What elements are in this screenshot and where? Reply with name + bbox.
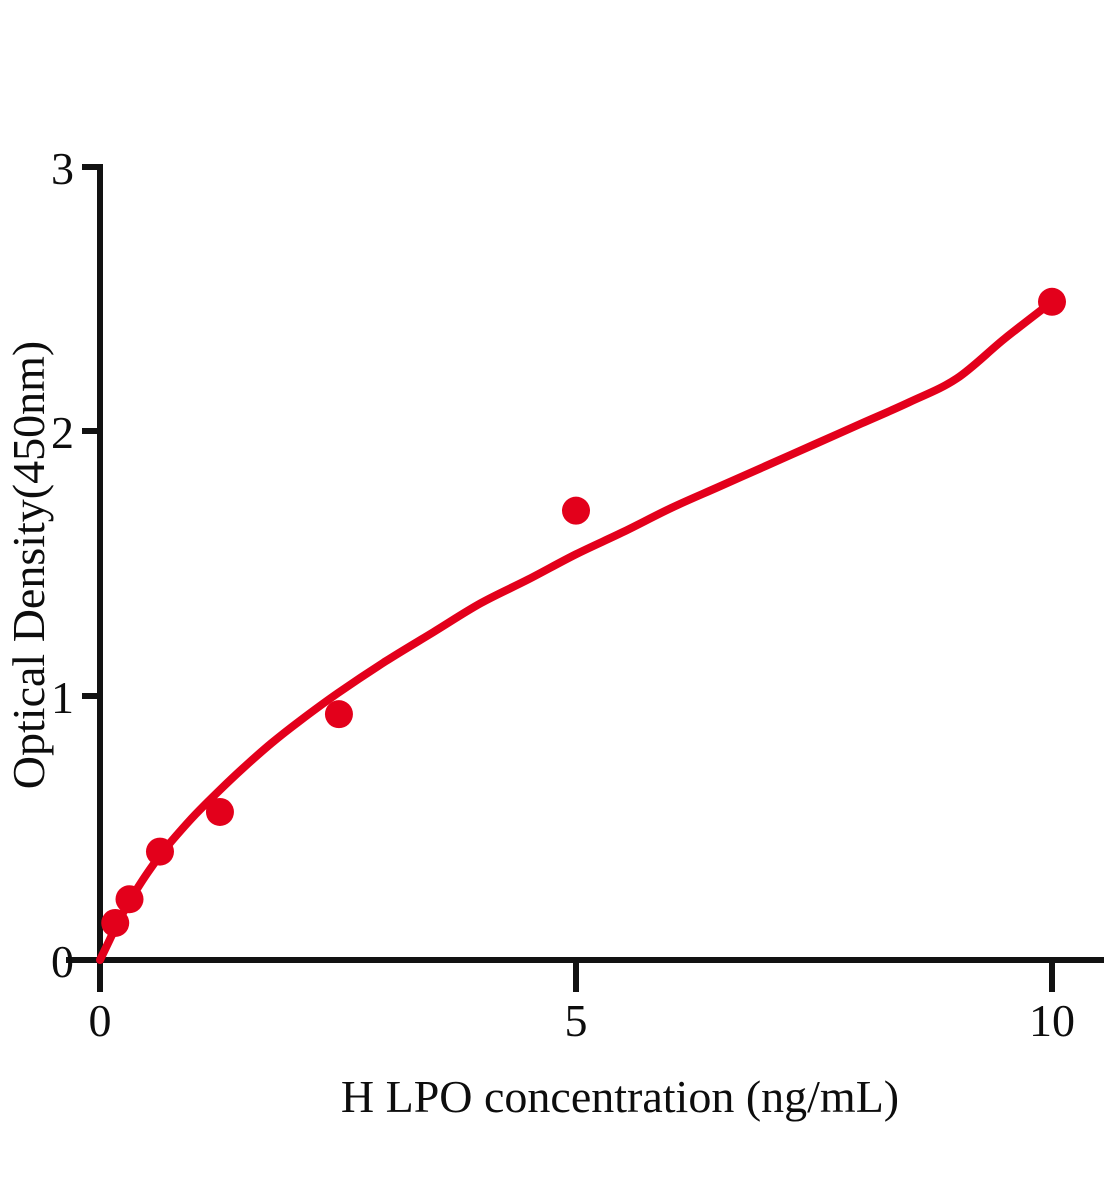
data-point	[101, 908, 130, 937]
data-point	[562, 496, 590, 525]
x-tick-label-10: 10	[1029, 995, 1075, 1046]
y-tick-label-0: 0	[51, 936, 74, 987]
y-axis-title: Optical Density(450nm)	[3, 341, 54, 789]
data-point	[1038, 287, 1066, 316]
x-axis-ticks	[97, 960, 1055, 992]
y-tick-label-3: 3	[51, 143, 74, 194]
data-point	[205, 797, 234, 826]
axes-group	[66, 164, 1104, 982]
x-tick-labels: 0 5 10	[89, 995, 1076, 1046]
data-points-group	[101, 287, 1066, 937]
y-axis-ticks	[82, 164, 100, 699]
data-point	[145, 837, 174, 866]
x-tick-label-5: 5	[565, 995, 588, 1046]
x-tick-label-0: 0	[89, 995, 112, 1046]
y-tick-labels: 3 2 1 0	[51, 143, 74, 987]
fit-curve	[96, 297, 1056, 964]
data-point	[115, 885, 144, 914]
x-axis-title: H LPO concentration (ng/mL)	[341, 1071, 899, 1122]
data-point	[324, 700, 353, 729]
y-tick-label-1: 1	[51, 672, 74, 723]
y-tick-label-2: 2	[51, 407, 74, 458]
